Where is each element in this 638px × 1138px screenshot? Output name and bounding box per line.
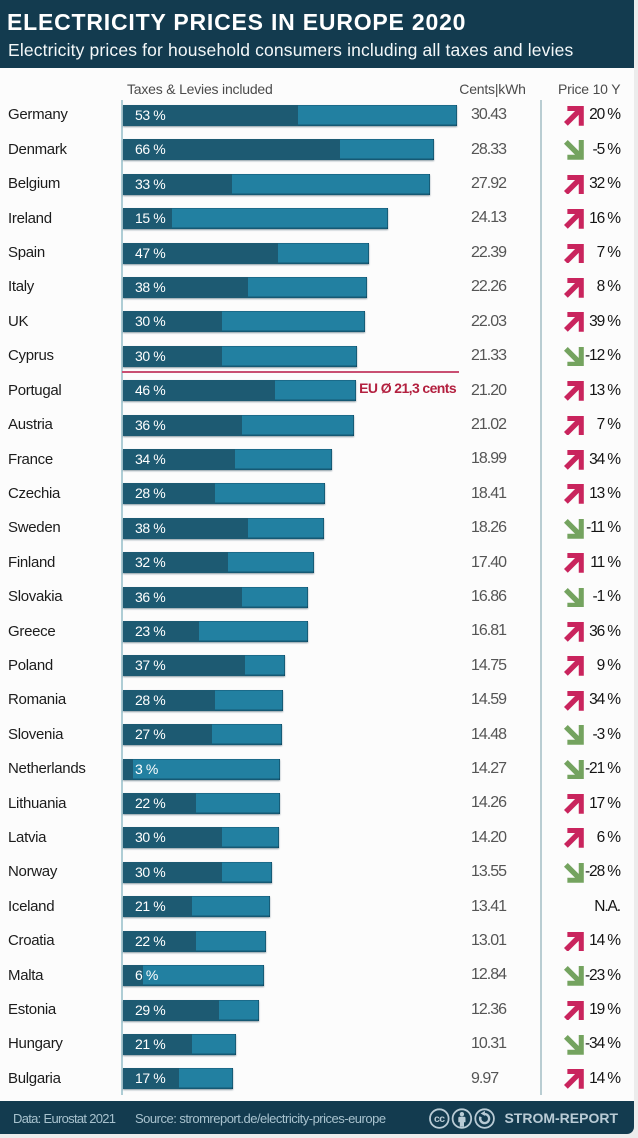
svg-text:cc: cc [434, 1113, 445, 1125]
